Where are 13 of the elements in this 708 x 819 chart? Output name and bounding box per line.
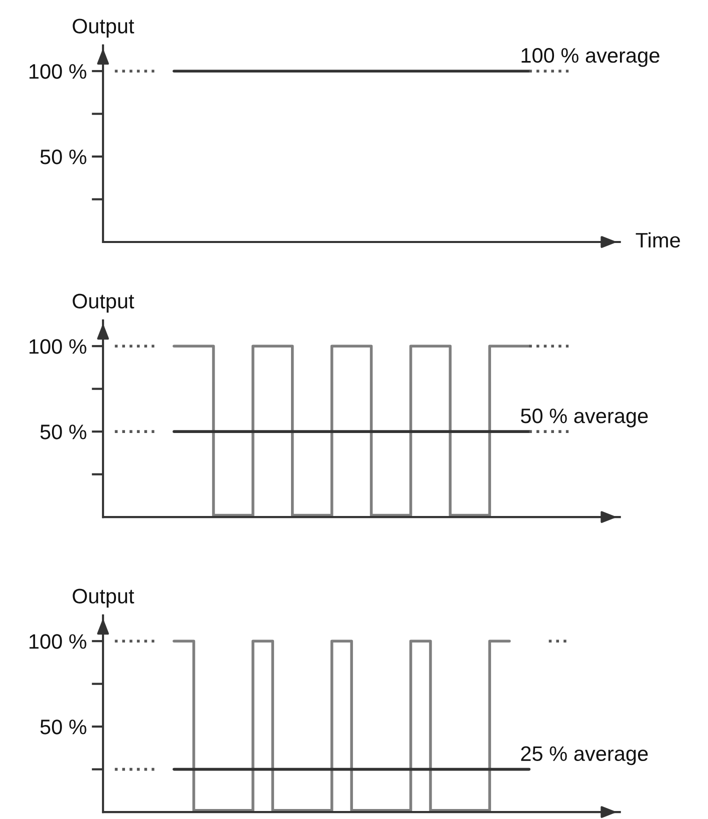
annotation: 50 % average xyxy=(520,408,648,428)
y-axis-title: Output xyxy=(72,588,134,608)
y-tick-label: 50 % xyxy=(40,424,86,440)
y-axis-title: Output xyxy=(72,294,134,313)
annotation: 100 % average xyxy=(522,48,660,67)
y-tick-label: 50 % xyxy=(40,720,86,734)
y-tick-label: 100 % xyxy=(30,634,86,649)
annotation: 25 % average xyxy=(521,746,648,766)
y-tick-label: 50 % xyxy=(40,150,86,164)
y-axis-title: Output xyxy=(72,18,134,38)
x-axis-title: Time xyxy=(636,232,680,248)
y-tick-label: 100 % xyxy=(30,339,86,354)
y-tick-label: 100 % xyxy=(30,64,86,79)
